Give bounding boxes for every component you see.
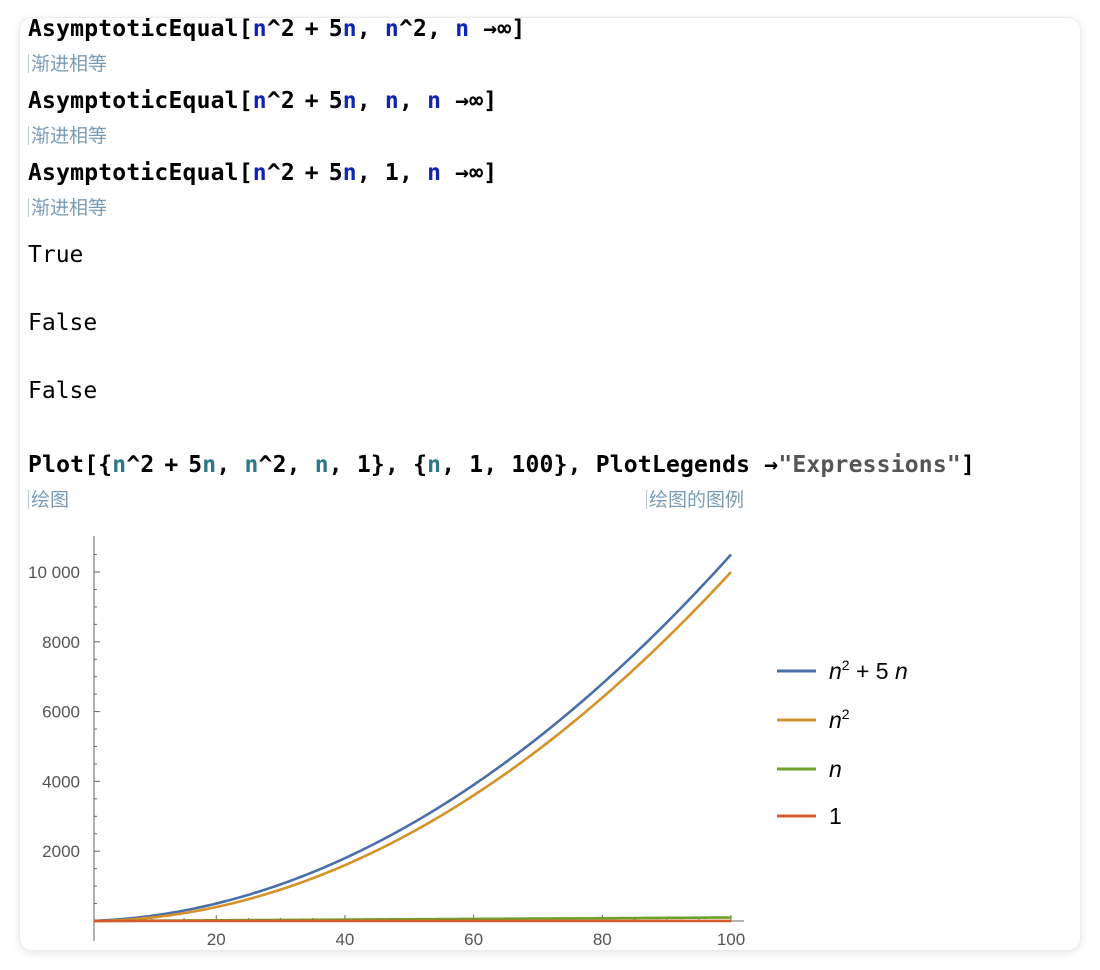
input-cell-2[interactable]: AsymptoticEqual[n^2 + 5n, n, n →∞]: [28, 88, 498, 114]
hint-plot-legends[interactable]: 绘图的图例: [646, 485, 744, 512]
hint-asymptotic-equal-3[interactable]: 渐进相等: [28, 193, 107, 220]
input-cell-3[interactable]: AsymptoticEqual[n^2 + 5n, 1, n →∞]: [28, 160, 498, 186]
hint-asymptotic-equal-1[interactable]: 渐进相等: [28, 49, 107, 76]
output-2: False: [28, 310, 98, 336]
y-tick-label: 10 000: [28, 563, 80, 582]
notebook-window: AsymptoticEqual[n^2 + 5n, n^2, n →∞] 渐进相…: [20, 18, 1080, 950]
legend-label: n: [829, 756, 842, 782]
x-tick-label: 80: [593, 930, 612, 949]
series-line-n2-plus-5n: [93, 553, 732, 923]
x-tick-label: 60: [464, 930, 483, 949]
legend-item-n2: n2: [777, 706, 850, 733]
x-tick-label: 40: [335, 930, 354, 949]
input-cell-1[interactable]: AsymptoticEqual[n^2 + 5n, n^2, n →∞]: [28, 18, 526, 42]
x-tick-label: 20: [207, 930, 226, 949]
plot-graphic[interactable]: 20 40 60 80 100 2000 4000 6000 8000 10 000 n2 + 5…: [20, 518, 1080, 950]
y-tick-label: 2000: [42, 842, 80, 861]
plot-input-cell[interactable]: Plot[{n^2 + 5n, n^2, n, 1}, {n, 1, 100},…: [28, 452, 976, 478]
legend-item-n: n: [777, 756, 842, 782]
y-tick-label: 4000: [42, 772, 80, 791]
legend-item-1: 1: [777, 803, 842, 829]
output-1: True: [28, 242, 84, 268]
output-3: False: [28, 378, 98, 404]
hint-asymptotic-equal-2[interactable]: 渐进相等: [28, 121, 107, 148]
x-tick-label: 100: [717, 930, 745, 949]
legend-label: n2 + 5 n: [829, 657, 908, 684]
hint-plot[interactable]: 绘图: [28, 485, 69, 512]
y-tick-label: 8000: [42, 633, 80, 652]
legend-option-string: "Expressions": [778, 452, 961, 478]
legend-label: 1: [829, 803, 842, 829]
legend-item-n2-plus-5n: n2 + 5 n: [777, 657, 908, 684]
series-line-n2: [93, 571, 732, 923]
legend-label: n2: [829, 706, 850, 733]
y-tick-label: 6000: [42, 703, 80, 722]
